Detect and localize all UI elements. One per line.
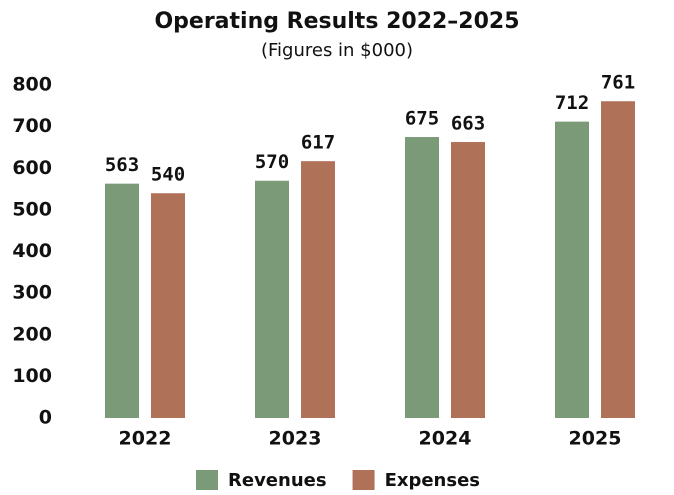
data-label: 675 [405,108,439,130]
bar [555,121,589,418]
y-tick-label: 400 [12,240,52,262]
x-tick-label: 2024 [419,428,472,450]
bar [301,161,335,418]
y-tick-label: 200 [12,323,52,345]
data-label: 663 [451,113,485,135]
y-tick-label: 600 [12,157,52,179]
data-label: 761 [601,72,635,94]
bar [405,137,439,418]
chart-title: Operating Results 2022–2025 [154,9,519,34]
y-tick-label: 100 [12,365,52,387]
y-tick-label: 500 [12,198,52,220]
data-label: 712 [555,92,589,114]
y-tick-label: 800 [12,74,52,96]
bar [255,180,289,418]
legend-label: Revenues [228,470,327,491]
data-label: 570 [255,151,289,173]
x-tick-label: 2023 [269,428,322,450]
legend-swatch [196,470,218,490]
x-tick-label: 2022 [119,428,172,450]
legend-swatch [352,470,375,490]
legend-label: Expenses [385,470,480,491]
data-label: 617 [301,132,335,154]
data-label: 563 [105,154,139,176]
bar [151,193,185,418]
data-label: 540 [151,164,185,186]
bar [601,101,635,418]
y-tick-label: 700 [12,115,52,137]
bar [105,183,139,418]
x-tick-label: 2025 [569,428,622,450]
y-tick-label: 300 [12,282,52,304]
chart-subtitle: (Figures in $000) [261,40,413,61]
bar [451,142,485,418]
y-tick-label: 0 [39,407,52,429]
